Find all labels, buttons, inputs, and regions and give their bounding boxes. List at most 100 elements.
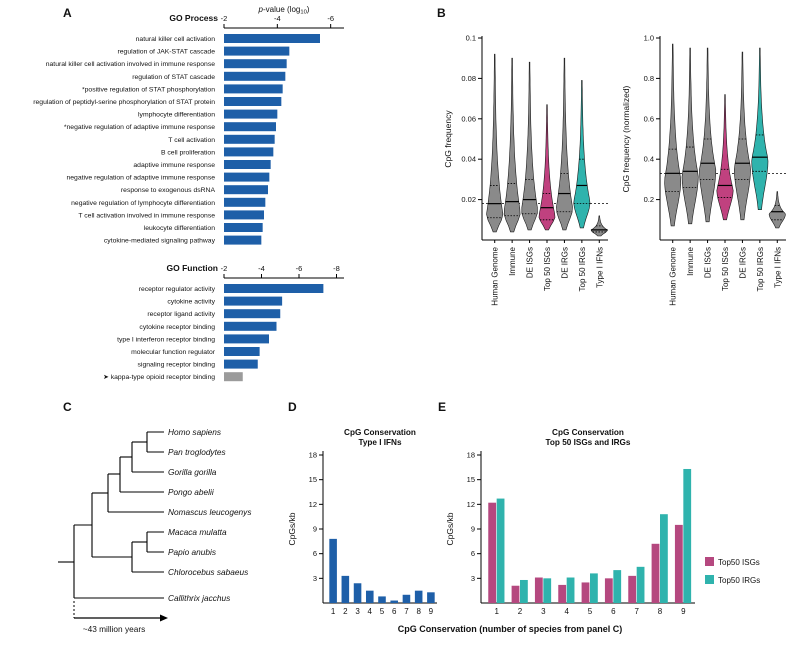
x-category-label: Type I IFNs (773, 247, 782, 288)
bar-label: response to exogenous dsRNA (121, 187, 216, 194)
bar (604, 578, 613, 603)
bar (534, 577, 543, 603)
bar-label: type I interferon receptor binding (117, 336, 215, 343)
bar-label: natural killer cell activation (136, 36, 216, 43)
x-tick-label: 8 (416, 607, 421, 616)
chart-title: Top 50 ISGs and IRGs (546, 438, 631, 447)
bar-label: cytokine activity (167, 299, 215, 306)
bar (224, 122, 276, 132)
bar (224, 309, 281, 319)
bar-label: regulation of STAT cascade (132, 74, 215, 81)
panel-label-a: A (63, 6, 72, 20)
x-tick-label: -2 (221, 264, 228, 273)
y-tick-label: 9 (471, 525, 475, 534)
chart-title: CpG Conservation (344, 428, 416, 437)
x-tick-label: 5 (380, 607, 385, 616)
bar-label: receptor ligand activity (147, 311, 215, 318)
species-label: Gorilla gorilla (168, 467, 217, 477)
y-tick-label: 9 (313, 525, 317, 534)
y-axis-label: CpGs/kb (287, 512, 297, 545)
x-category-label: Immune (686, 246, 695, 275)
y-tick-label: 0.6 (644, 114, 654, 123)
bar-label: B cell proliferation (161, 149, 215, 156)
arrowhead-icon (160, 614, 168, 622)
y-tick-label: 12 (309, 500, 317, 509)
y-axis-label: CpG frequency (443, 110, 453, 168)
bar (511, 585, 520, 603)
y-tick-label: 0.04 (461, 155, 476, 164)
bar-label: T cell activation involved in immune res… (78, 212, 215, 219)
bar (581, 582, 590, 603)
y-tick-label: 1.0 (644, 34, 654, 43)
species-label: Callithrix jacchus (168, 593, 230, 603)
bar-label: negative regulation of adaptive immune r… (67, 175, 216, 182)
bar (224, 185, 268, 195)
bar (636, 566, 645, 603)
y-tick-label: 0.2 (644, 195, 654, 204)
violin (733, 51, 751, 221)
species-label: Pan troglodytes (168, 447, 226, 457)
phylogenetic-tree: Homo sapiens Pan troglodytes Gorilla goril… (58, 427, 251, 634)
x-tick-label: 4 (564, 607, 569, 616)
x-tick-label: -8 (333, 264, 340, 273)
x-category-label: Top 50 ISGs (721, 247, 730, 291)
bar (224, 210, 264, 220)
panel-label-b: B (437, 6, 446, 20)
bar (414, 590, 423, 603)
violin (486, 53, 504, 233)
legend-swatch (705, 575, 714, 584)
bar (224, 235, 262, 245)
x-tick-label: -2 (221, 14, 228, 23)
violin (751, 47, 769, 210)
y-tick-label: 15 (467, 475, 475, 484)
legend-label: Top50 ISGs (718, 558, 760, 567)
x-tick-label: 7 (404, 607, 409, 616)
bar (353, 583, 362, 603)
x-category-label: DE IRGs (738, 247, 747, 279)
cpg-frequency-violin: 0.02 0.04 0.06 0.08 0.1 CpG frequency Human Ge… (443, 34, 608, 306)
bar (683, 468, 692, 603)
bar-label: T cell activation (168, 137, 215, 144)
x-tick-label: -6 (327, 14, 334, 23)
bar-label: regulation of JAK-STAT cascade (118, 49, 216, 56)
violin (681, 47, 699, 225)
x-tick-label: 1 (494, 607, 499, 616)
go-function-chart: -2 -4 -6 -8 GO Function receptor regulator ac… (103, 263, 344, 382)
bar (224, 97, 282, 106)
bar (224, 59, 287, 69)
x-tick-label: 2 (518, 607, 523, 616)
bar (224, 321, 277, 331)
bar (224, 334, 269, 344)
time-annotation: ~43 million years (83, 624, 146, 634)
x-category-label: Human Genome (669, 246, 678, 305)
bar (224, 197, 266, 207)
bar (651, 543, 660, 603)
bar (390, 600, 399, 603)
bar (224, 134, 275, 144)
bar (628, 575, 637, 603)
x-tick-label: 6 (392, 607, 397, 616)
panel-label-c: C (63, 400, 72, 414)
x-category-label: Top 50 ISGs (543, 247, 552, 291)
violin (538, 104, 556, 231)
bar (402, 594, 411, 603)
y-tick-label: 0.08 (461, 74, 476, 83)
bar-label: cytokine-mediated signaling pathway (104, 238, 216, 245)
y-tick-label: 0.4 (644, 155, 654, 164)
bar (488, 502, 497, 603)
bar (224, 296, 283, 306)
bar-label: natural killer cell activation involved … (46, 61, 215, 68)
violin (768, 191, 786, 229)
cpg-frequency-normalized-violin: 0.2 0.4 0.6 0.8 1.0 CpG frequency (normalized… (621, 34, 786, 306)
bar (543, 578, 552, 603)
violin (716, 94, 734, 221)
bar (224, 359, 258, 369)
species-label: Homo sapiens (168, 427, 221, 437)
x-category-label: DE ISGs (704, 247, 713, 278)
y-tick-label: 0.1 (466, 34, 476, 43)
violin (503, 57, 521, 233)
y-tick-label: 6 (313, 549, 317, 558)
x-tick-label: 9 (681, 607, 686, 616)
